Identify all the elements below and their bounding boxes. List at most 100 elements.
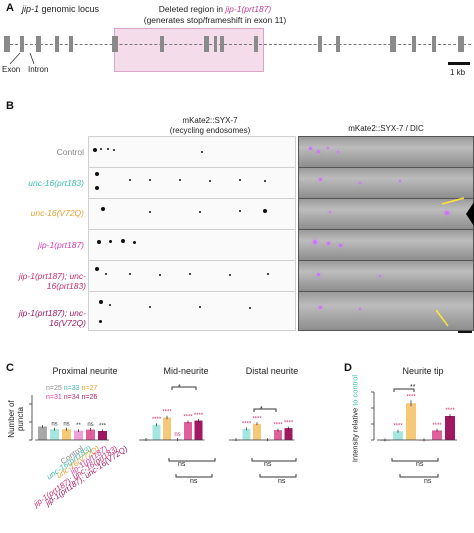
- fluorescence-strip: [88, 198, 296, 230]
- fluorescence-strip: [88, 167, 296, 199]
- bar: [86, 429, 95, 440]
- ns-label: ns: [278, 478, 286, 485]
- row-label: jip-1(prt187); unc-16(prt183): [18, 271, 86, 291]
- d-brackets: [391, 388, 439, 478]
- exon: [432, 36, 436, 52]
- fluorescence-strip: [88, 291, 296, 331]
- callout-arrows: [9, 52, 35, 65]
- bar: [38, 426, 47, 440]
- sig-label: ****: [393, 424, 403, 430]
- exon: [458, 36, 464, 52]
- chart-title: Neurite tip: [402, 366, 444, 376]
- row-label: Control: [56, 147, 84, 157]
- bar: [432, 430, 442, 440]
- bar: [194, 420, 203, 440]
- sig-label: ****: [432, 423, 442, 429]
- bar: [50, 429, 59, 440]
- sig-label: ****: [445, 408, 455, 414]
- exon: [69, 36, 73, 52]
- sig-label: ****: [183, 415, 193, 421]
- fluorescence-strip: [88, 136, 296, 168]
- exon: [390, 36, 396, 52]
- bar: [98, 431, 107, 440]
- exon: [318, 36, 322, 52]
- n-count: n=31: [46, 394, 62, 401]
- intron-line: [5, 44, 471, 45]
- dic-strip: [298, 229, 474, 261]
- sig-label: ns: [51, 422, 57, 428]
- bar: [393, 431, 403, 440]
- dic-strip: [298, 136, 474, 168]
- fluorescence-strip: [88, 229, 296, 261]
- bar: [253, 423, 261, 440]
- bar: [406, 403, 416, 440]
- sig-label: ****: [194, 413, 204, 419]
- dic-strip: [298, 260, 474, 292]
- bar: [184, 422, 192, 440]
- n-count: n=25: [46, 385, 62, 392]
- scale-label: 1 kb: [450, 68, 466, 77]
- col2-title: mKate2::SYX-7 / DIC: [348, 124, 424, 133]
- ns-label: ns: [264, 461, 272, 468]
- sig-label: ns: [63, 422, 69, 428]
- scale-bar: [458, 331, 472, 333]
- arrow-icon: [435, 309, 449, 327]
- row-label: jip-1(prt187); unc-16(V72Q): [18, 308, 86, 328]
- sig-label: **: [76, 423, 81, 429]
- d-ylabel: Intensity relative to control: [350, 374, 360, 463]
- ns-label: ns: [190, 478, 198, 485]
- ns-label: ns: [416, 461, 424, 468]
- sig-label: ****: [242, 421, 252, 427]
- ns-label: ns: [178, 461, 186, 468]
- exon: [55, 36, 59, 52]
- dic-strip: [298, 291, 474, 331]
- sig-label: ns: [87, 422, 93, 428]
- col1-title: mKate2::SYX-7: [182, 116, 238, 125]
- c-brackets: [168, 386, 297, 478]
- sig-label: ****: [273, 423, 283, 429]
- exon: [112, 36, 118, 52]
- dic-strip: [298, 167, 474, 199]
- sig-label: ***: [99, 424, 107, 430]
- exon: [204, 36, 209, 52]
- bar: [152, 424, 161, 440]
- chart-title: Distal neurite: [245, 366, 299, 376]
- bar: [284, 428, 293, 440]
- sig-label: ns: [174, 432, 180, 438]
- bar: [274, 430, 282, 440]
- panel-b-letter: B: [6, 100, 14, 112]
- intron-label: Intron: [28, 65, 49, 74]
- exon: [214, 36, 217, 52]
- exon: [160, 36, 164, 52]
- sig-label: ****: [162, 410, 172, 416]
- sig-label: ****: [252, 416, 262, 422]
- exon: [412, 36, 416, 52]
- panel-c-charts: ns ns ** ns ***********ns**** ***************…: [29, 395, 295, 442]
- panel-d-letter: D: [344, 362, 352, 374]
- panel-d-chart: **** **** **** ****: [371, 391, 457, 442]
- col1-subtitle: (recycling endosomes): [169, 126, 251, 135]
- n-count: n=27: [81, 385, 98, 392]
- arrow-icon: [441, 197, 474, 226]
- deleted-region-sub: (generates stop/frameshift in exon 11): [143, 15, 287, 25]
- deleted-region-label: Deleted region in jip-1(prt187): [158, 4, 272, 14]
- chart-title: Mid-neurite: [163, 366, 209, 376]
- exon-label: Exon: [2, 65, 21, 74]
- bracket-star: **: [410, 384, 416, 391]
- row-label: unc-16(prt183): [28, 178, 84, 188]
- scale-bar: [448, 62, 470, 65]
- c-xlabels: Control unc-16(prt183) unc-16(V72Q) jip-…: [10, 440, 140, 530]
- bar: [62, 429, 71, 440]
- n-counts-2: n=31 n=34 n=26: [46, 394, 136, 401]
- fluorescence-strip: [88, 260, 296, 292]
- exon: [20, 36, 24, 52]
- exon: [36, 36, 41, 52]
- ns-label: ns: [424, 478, 432, 485]
- sig-label: ****: [284, 421, 294, 427]
- panel-a-letter: A: [6, 2, 14, 14]
- n-count: n=34: [63, 394, 80, 401]
- panel-c-letter: C: [6, 362, 14, 374]
- row-label: jip-1(prt187): [38, 240, 84, 250]
- bar: [74, 430, 83, 440]
- panel-a-title: jip-1 genomic locus: [22, 4, 100, 14]
